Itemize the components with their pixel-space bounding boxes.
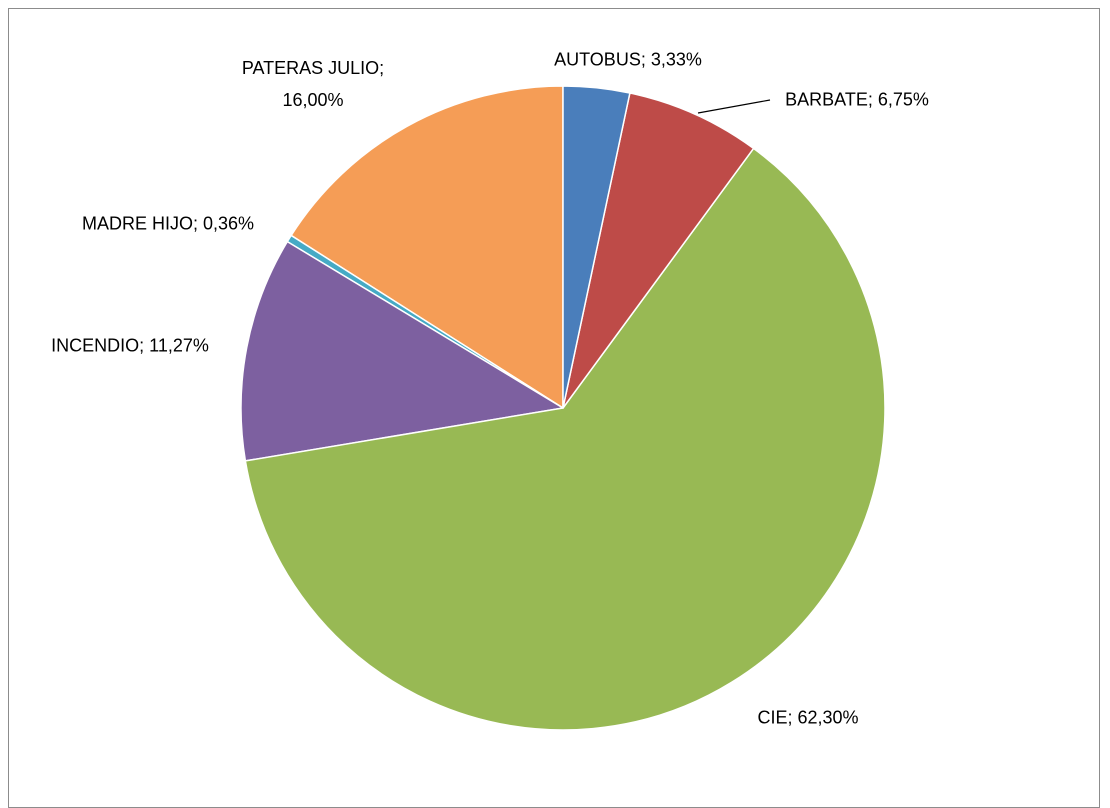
- pie-slice: [562, 92, 755, 409]
- leader-line: [697, 99, 771, 114]
- pie-slice: [290, 85, 564, 409]
- data-label: MADRE HIJO; 0,36%: [81, 213, 255, 234]
- data-label: BARBATE; 6,75%: [785, 89, 929, 110]
- data-label: CIE; 62,30%: [757, 707, 859, 728]
- data-label: INCENDIO; 11,27%: [51, 335, 209, 356]
- data-label: PATERAS JULIO; 16,00%: [241, 58, 385, 110]
- data-label: AUTOBUS; 3,33%: [554, 49, 702, 70]
- pie-slice: [562, 85, 631, 409]
- pie-slice: [240, 240, 564, 462]
- pie-slice: [244, 147, 886, 731]
